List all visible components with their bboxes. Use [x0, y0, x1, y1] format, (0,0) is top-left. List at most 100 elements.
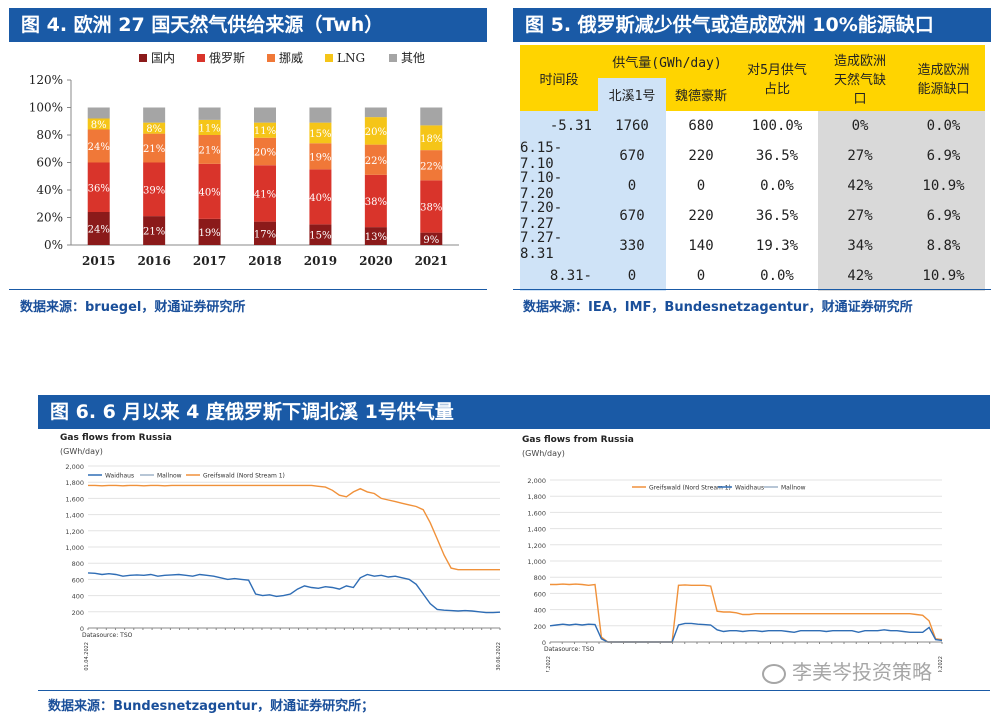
cell-gas-gap: 27%: [818, 141, 902, 171]
cell-share: 100.0%: [736, 111, 818, 141]
cell-nordstream: 670: [598, 141, 666, 171]
bar-segment: [364, 117, 387, 145]
watermark-text: 李美岑投资策略: [792, 660, 932, 684]
bar-segment: [254, 165, 276, 222]
data-label: 38%: [420, 203, 442, 214]
y-tick-label: 400: [72, 593, 84, 601]
fig5-table: 时间段 供气量(GWh/day) 北溪1号 魏德豪斯 对5月供气占比 造成欧洲天…: [520, 45, 985, 291]
y-tick-label: 1,800: [65, 479, 84, 487]
y-tick-label: 200: [72, 609, 84, 617]
cell-energy-gap: 0.0%: [902, 111, 985, 141]
bar-segment: [143, 107, 166, 123]
bar-segment: [254, 122, 276, 138]
header-energy-gap: 造成欧洲能源缺口: [917, 63, 970, 97]
cell-period: 7.27-8.31: [520, 230, 598, 262]
y-tick-label: 1,400: [527, 526, 546, 534]
cell-gas-gap: 42%: [818, 171, 902, 201]
bar-segment: [198, 135, 221, 164]
cell-share: 19.3%: [736, 231, 818, 261]
y-tick-label: 800: [72, 560, 84, 568]
y-tick-label: 2,000: [527, 477, 546, 485]
data-label: 39%: [143, 185, 165, 196]
data-label: 22%: [365, 156, 387, 167]
y-tick-label: 0: [542, 639, 546, 647]
gas-gap-header-cell: 造成欧洲天然气缺口: [818, 45, 902, 111]
cell-nordstream: 330: [598, 231, 666, 261]
legend-swatch: [325, 54, 333, 62]
y-tick-label: 1,200: [65, 528, 84, 536]
y-tick-label: 20%: [36, 211, 63, 225]
cell-energy-gap: 8.8%: [902, 231, 985, 261]
bar-segment: [198, 163, 221, 219]
legend-label: 挪威: [279, 51, 303, 65]
header-gas-gap: 造成欧洲天然气缺口: [833, 53, 886, 107]
y-tick-label: 100%: [29, 101, 63, 115]
header-ns: 北溪1号: [608, 89, 656, 104]
data-label: 40%: [198, 187, 220, 198]
cell-gas-gap: 0%: [818, 111, 902, 141]
y-tick-label: 1,800: [527, 493, 546, 501]
y-tick-label: 1,200: [527, 542, 546, 550]
data-label: 21%: [143, 144, 165, 155]
legend-label: Waidhaus: [735, 485, 764, 492]
cell-nordstream: 0: [598, 261, 666, 291]
cell-yamal: 140: [666, 231, 736, 261]
data-label: 18%: [420, 134, 442, 145]
x-tick-label: 2021: [415, 254, 448, 268]
bar-segment: [143, 122, 166, 134]
legend-label: Waidhaus: [105, 473, 134, 480]
y-tick-label: 600: [72, 576, 84, 584]
cell-yamal: 220: [666, 201, 736, 231]
bar-segment: [420, 150, 443, 181]
fig4-title: 图 4. 欧洲 27 国天然气供给来源（Twh）: [9, 8, 487, 42]
fig6-source: 数据来源：Bundesnetzagentur，财通证券研究所；: [48, 699, 375, 714]
bar-segment: [309, 143, 332, 170]
legend-label: Greifswald (Nord Stream 1): [649, 485, 731, 492]
data-label: 9%: [423, 235, 439, 246]
x-tick-label: 2016: [137, 254, 170, 268]
cell-gas-gap: 42%: [818, 261, 902, 291]
bar-segment: [87, 212, 110, 245]
cell-energy-gap: 10.9%: [902, 171, 985, 201]
watermark: 李美岑投资策略: [762, 656, 932, 685]
bar-segment: [420, 125, 443, 151]
yamal-header-cell: 魏德豪斯: [666, 78, 736, 111]
cell-period: 8.31-: [520, 261, 598, 291]
bar-segment: [87, 129, 110, 163]
data-label: 8%: [146, 124, 162, 135]
cell-period: -5.31: [520, 111, 598, 141]
y-tick-label: 120%: [29, 73, 63, 87]
chart-unit: (GWh/day): [60, 447, 103, 456]
legend-label: Mallnow: [781, 485, 806, 492]
y-tick-label: 40%: [36, 183, 63, 197]
y-tick-label: 800: [534, 574, 546, 582]
data-label: 13%: [365, 232, 387, 243]
bar-segment: [309, 169, 332, 225]
y-tick-label: 0%: [44, 238, 63, 252]
y-tick-label: 0: [80, 625, 84, 633]
data-label: 41%: [254, 189, 276, 200]
bar-segment: [254, 221, 276, 245]
data-label: 21%: [143, 227, 165, 238]
cell-period: 7.10-7.20: [520, 170, 598, 202]
bar-segment: [309, 122, 332, 144]
data-label: 8%: [91, 120, 107, 131]
period-header-bg: 时间段: [520, 45, 598, 111]
fig5-title: 图 5. 俄罗斯减少供气或造成欧洲 10%能源缺口: [513, 8, 991, 42]
cell-share: 0.0%: [736, 261, 818, 291]
y-tick-label: 1,400: [65, 512, 84, 520]
x-tick-label: 01.07.2022: [546, 656, 552, 672]
bar-segment: [420, 232, 443, 245]
legend-swatch: [267, 54, 275, 62]
bar-segment: [254, 137, 276, 166]
data-label: 40%: [309, 193, 331, 204]
data-label: 11%: [254, 126, 276, 137]
legend-label: Mallnow: [157, 473, 182, 480]
supply-header: 供气量(GWh/day): [598, 45, 736, 78]
data-label: 19%: [198, 228, 220, 239]
bar-segment: [364, 144, 387, 175]
chart-title: Gas flows from Russia: [60, 433, 172, 443]
cell-share: 36.5%: [736, 141, 818, 171]
y-tick-label: 1,000: [65, 544, 84, 552]
fig4-chart: 国内 俄罗斯 挪威 LNG 其他 0% 20% 40% 60% 80% 100% 120% 24% 36%…: [29, 51, 459, 268]
